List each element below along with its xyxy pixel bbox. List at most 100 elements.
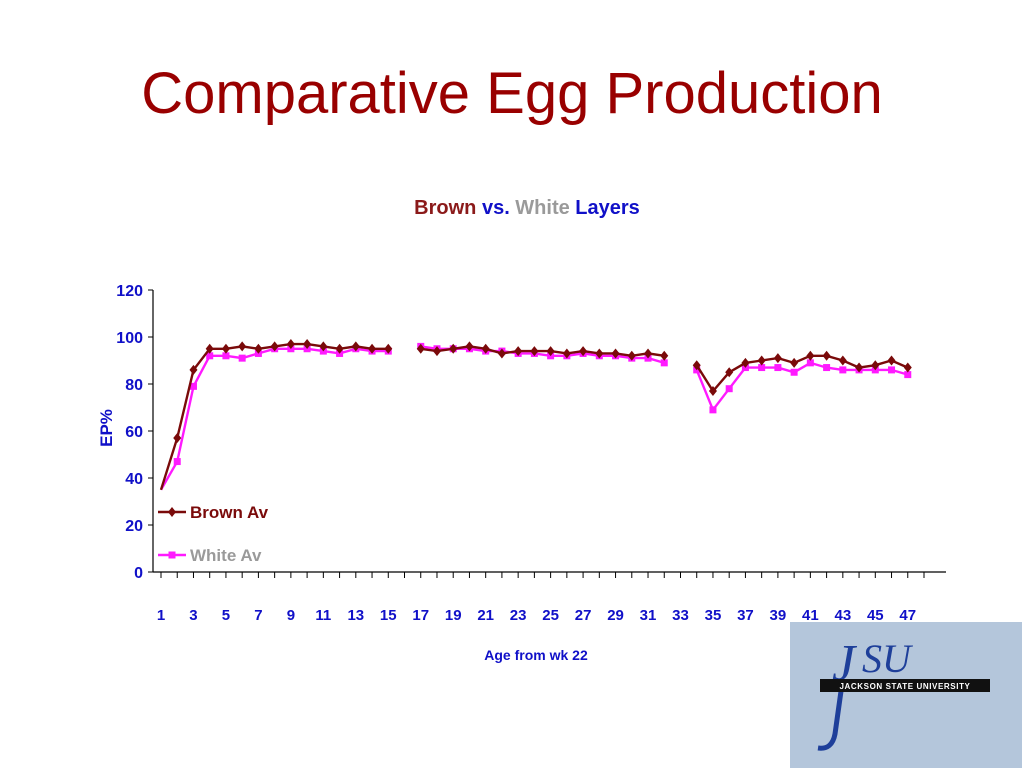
data-point — [238, 341, 247, 352]
data-point — [270, 341, 279, 352]
data-point — [644, 348, 653, 359]
x-tick-label: 15 — [380, 607, 397, 624]
data-point — [823, 364, 831, 372]
x-tick-label: 7 — [254, 607, 262, 624]
jsu-logo: J SU JACKSON STATE UNIVERSITY — [790, 622, 1022, 768]
data-point — [546, 346, 555, 357]
data-point — [432, 346, 441, 357]
slide-title: Comparative Egg Production — [141, 61, 883, 126]
data-point — [481, 343, 490, 354]
data-point — [692, 360, 701, 371]
data-point — [221, 343, 230, 354]
data-point — [725, 385, 733, 393]
x-axis-label: Age from wk 22 — [484, 647, 588, 663]
data-point — [465, 341, 474, 352]
data-point — [708, 386, 717, 397]
data-point — [822, 350, 831, 361]
y-tick-label: 80 — [125, 377, 143, 394]
chart-title-part: White — [510, 197, 570, 219]
data-point — [222, 352, 230, 360]
data-point — [790, 368, 798, 376]
x-tick-label: 39 — [770, 607, 787, 624]
x-tick-label: 17 — [412, 607, 429, 624]
series-white-av — [159, 342, 912, 491]
x-tick-label: 41 — [802, 607, 819, 624]
x-tick-label: 21 — [477, 607, 494, 624]
data-point — [416, 343, 425, 354]
data-point — [595, 348, 604, 359]
y-tick-label: 60 — [125, 424, 143, 441]
y-axis-label: EP% — [97, 409, 116, 447]
x-tick-label: 33 — [672, 607, 689, 624]
x-tick-label: 9 — [287, 607, 295, 624]
data-point — [173, 433, 182, 444]
data-point — [660, 350, 669, 361]
data-point — [497, 348, 506, 359]
data-point — [206, 352, 214, 360]
data-point — [806, 350, 815, 361]
x-tick-label: 13 — [347, 607, 364, 624]
data-point — [611, 348, 620, 359]
x-tick-label: 19 — [445, 607, 462, 624]
chart-title-part: vs. — [476, 197, 509, 219]
x-tick-label: 11 — [315, 607, 331, 624]
data-point — [319, 341, 328, 352]
data-point — [238, 354, 246, 362]
data-point — [758, 364, 766, 372]
data-point — [773, 353, 782, 364]
data-point — [173, 458, 181, 466]
x-tick-label: 23 — [510, 607, 527, 624]
legend-item: White Av — [158, 546, 262, 565]
x-tick-label: 27 — [575, 607, 592, 624]
x-tick-label: 1 — [157, 607, 165, 624]
data-point — [189, 382, 197, 390]
series-line — [159, 342, 909, 491]
y-tick-label: 20 — [125, 518, 143, 535]
data-point — [838, 355, 847, 366]
data-point — [660, 359, 668, 367]
x-tick-label: 43 — [834, 607, 851, 624]
x-tick-label: 25 — [542, 607, 559, 624]
chart-title: Brown vs. White Layers — [414, 197, 640, 219]
data-point — [627, 350, 636, 361]
data-point — [205, 343, 214, 354]
data-point — [725, 367, 734, 378]
legend-marker — [168, 507, 176, 517]
data-point — [790, 357, 799, 368]
legend-item: Brown Av — [158, 503, 269, 522]
chart-title-part: Layers — [570, 197, 640, 219]
data-point — [303, 339, 312, 350]
x-tick-label: 5 — [222, 607, 230, 624]
svg-text:SU: SU — [862, 636, 914, 681]
data-point — [562, 348, 571, 359]
data-point — [903, 362, 912, 373]
data-point — [774, 364, 782, 372]
data-point — [189, 364, 198, 375]
data-point — [530, 346, 539, 357]
data-point — [806, 359, 814, 367]
data-point — [709, 406, 717, 414]
data-point — [351, 341, 360, 352]
data-point — [384, 343, 393, 354]
data-point — [579, 346, 588, 357]
legend-marker — [168, 551, 176, 559]
chart-title-part: Brown — [414, 197, 476, 219]
x-tick-label: 31 — [640, 607, 657, 624]
data-point — [449, 343, 458, 354]
x-tick-label: 37 — [737, 607, 754, 624]
x-tick-label: 47 — [899, 607, 916, 624]
x-tick-label: 3 — [189, 607, 197, 624]
legend-label: White Av — [190, 546, 262, 565]
data-point — [839, 366, 847, 374]
x-tick-label: 29 — [607, 607, 624, 624]
data-point — [286, 339, 295, 350]
data-point — [887, 355, 896, 366]
data-point — [254, 343, 263, 354]
data-point — [855, 362, 864, 373]
data-point — [368, 343, 377, 354]
logo-band-text: JACKSON STATE UNIVERSITY — [839, 682, 970, 691]
data-point — [888, 366, 896, 374]
series-brown-av — [159, 339, 912, 491]
x-tick-label: 45 — [867, 607, 884, 624]
